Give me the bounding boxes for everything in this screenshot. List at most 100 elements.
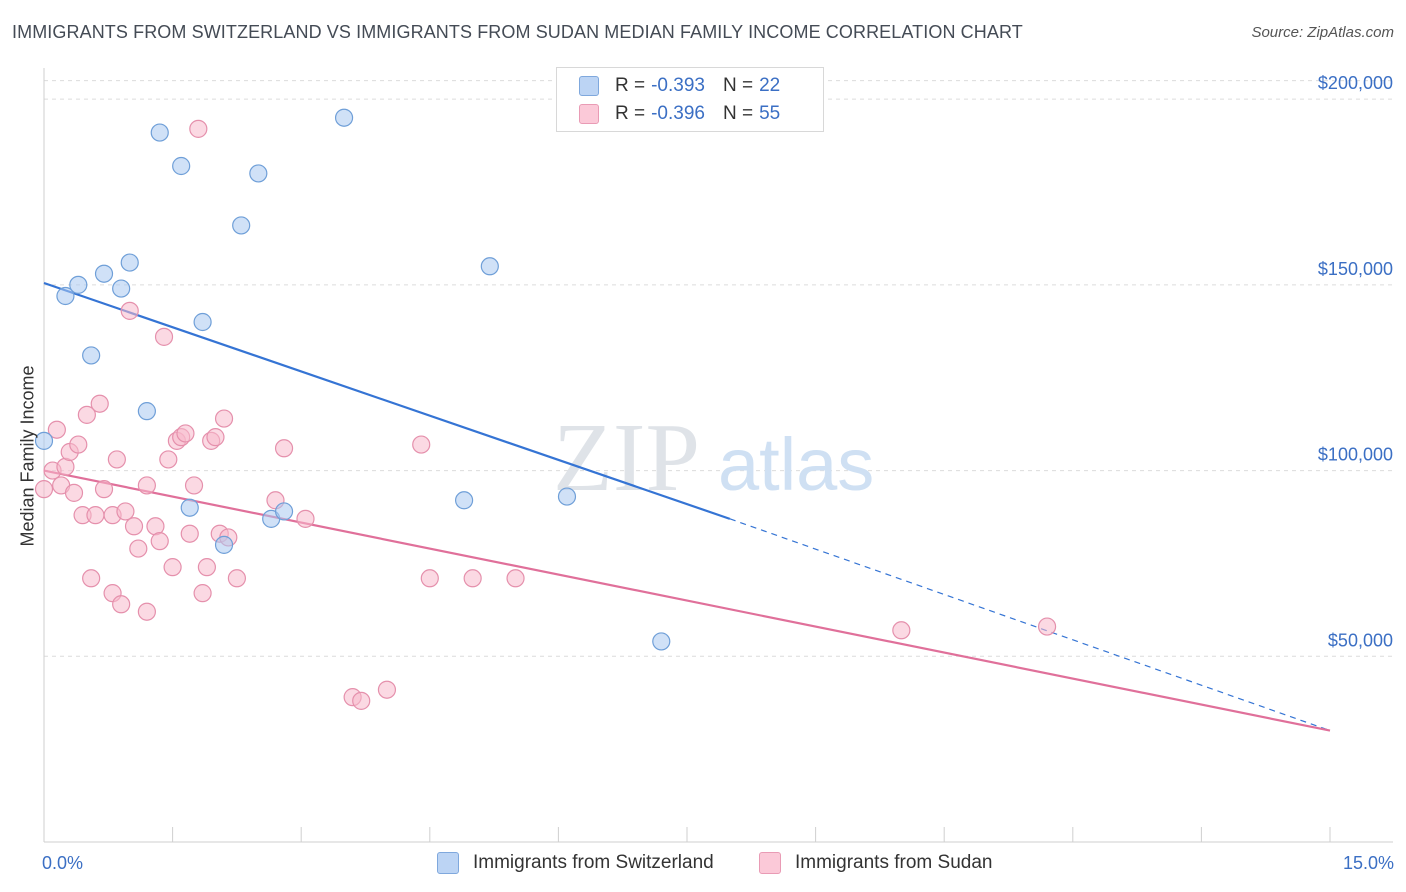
x-axis-min-label: 0.0% (42, 853, 84, 873)
data-point (274, 502, 294, 521)
data-point (176, 424, 195, 443)
trend-line-extension-0 (729, 518, 1331, 732)
data-points (34, 108, 1057, 710)
data-point (77, 405, 96, 424)
data-point (232, 216, 251, 235)
data-point (47, 420, 66, 439)
data-point (172, 156, 191, 176)
data-point (154, 327, 174, 346)
source-label: Source: ZipAtlas.com (1251, 24, 1394, 41)
data-point (227, 569, 246, 588)
data-point (274, 439, 294, 458)
data-point (116, 502, 135, 521)
legend-n-label: N = (722, 75, 754, 96)
data-point (69, 275, 88, 294)
data-point (86, 506, 105, 525)
y-tick-label: $50,000 (1328, 630, 1393, 650)
grid-lines (44, 80, 1393, 657)
data-point (120, 253, 139, 272)
y-tick-label: $200,000 (1318, 73, 1393, 93)
legend-r-value: -0.393 (651, 75, 705, 96)
data-point (352, 691, 371, 710)
data-point (90, 394, 109, 413)
data-point (892, 621, 911, 640)
data-point (197, 558, 216, 577)
watermark-atlas: atlas (718, 423, 874, 506)
data-point (56, 286, 75, 306)
data-point (652, 632, 671, 651)
data-point (214, 535, 234, 554)
data-point (82, 346, 101, 365)
bottom-legend-switzerland: Immigrants from Switzerland (437, 852, 714, 874)
legend-r-value: -0.396 (651, 103, 705, 124)
data-point (107, 450, 126, 469)
chart-title: IMMIGRANTS FROM SWITZERLAND VS IMMIGRANT… (12, 22, 1023, 42)
trend-line-1 (43, 469, 1331, 732)
legend-r-label: R = (615, 103, 646, 124)
data-point (506, 569, 525, 588)
data-point (189, 119, 208, 138)
data-point (296, 509, 315, 528)
x-axis-max-label: 15.0% (1342, 853, 1394, 873)
data-point (377, 680, 397, 699)
data-point (150, 123, 169, 142)
data-point (412, 435, 431, 454)
y-axis-label: Median Family Income (17, 365, 38, 547)
data-point (137, 476, 156, 495)
data-point (180, 498, 199, 517)
data-point (34, 431, 54, 450)
data-point (64, 483, 84, 502)
watermark: ZIP atlas (553, 404, 874, 512)
data-point (480, 257, 499, 276)
trend-lines (43, 281, 1331, 732)
data-point (112, 595, 131, 614)
legend-n-value: 22 (759, 75, 781, 96)
y-tick-labels: $50,000 $100,000 $150,000 $200,000 (1318, 73, 1393, 650)
data-point (137, 402, 156, 421)
data-point (193, 312, 212, 332)
data-point (150, 532, 169, 551)
legend-swatch-sudan (579, 104, 599, 124)
data-point (193, 584, 212, 603)
bottom-legend-sudan: Immigrants from Sudan (759, 852, 992, 874)
data-point (129, 539, 148, 558)
bottom-legend-label-switzerland: Immigrants from Switzerland (473, 852, 714, 873)
data-point (163, 558, 182, 577)
data-point (1037, 617, 1057, 636)
correlation-legend: R = -0.393 N = 22 R = -0.396 N = 55 (556, 67, 824, 132)
data-point (137, 602, 156, 621)
data-point (94, 264, 114, 283)
data-point (334, 108, 354, 127)
data-point (557, 487, 577, 506)
data-point (206, 428, 225, 447)
legend-n-value: 55 (759, 103, 781, 124)
y-tick-label: $100,000 (1318, 445, 1393, 465)
y-tick-label: $150,000 (1318, 259, 1393, 279)
data-point (112, 279, 131, 298)
data-point (454, 491, 474, 510)
bottom-legend-label-sudan: Immigrants from Sudan (795, 852, 993, 873)
data-point (124, 517, 144, 536)
trend-line-0 (43, 281, 731, 520)
bottom-legend-swatch-switzerland (437, 852, 459, 874)
data-point (184, 476, 204, 495)
legend-n-label: N = (722, 103, 754, 124)
watermark-zip: ZIP (553, 404, 700, 512)
data-point (82, 569, 101, 588)
data-point (214, 409, 234, 428)
legend-row-switzerland: R = -0.393 N = 22 (579, 73, 780, 99)
legend-row-sudan: R = -0.396 N = 55 (579, 101, 780, 127)
data-point (159, 450, 178, 469)
legend-swatch-switzerland (579, 76, 599, 96)
data-point (120, 301, 139, 320)
data-point (180, 524, 199, 543)
axes (43, 68, 1393, 843)
data-point (420, 569, 439, 588)
legend-r-label: R = (615, 75, 646, 96)
data-point (463, 569, 482, 588)
data-point (94, 480, 114, 499)
bottom-legend-swatch-sudan (759, 852, 781, 874)
data-point (249, 164, 268, 183)
data-point (34, 480, 54, 499)
